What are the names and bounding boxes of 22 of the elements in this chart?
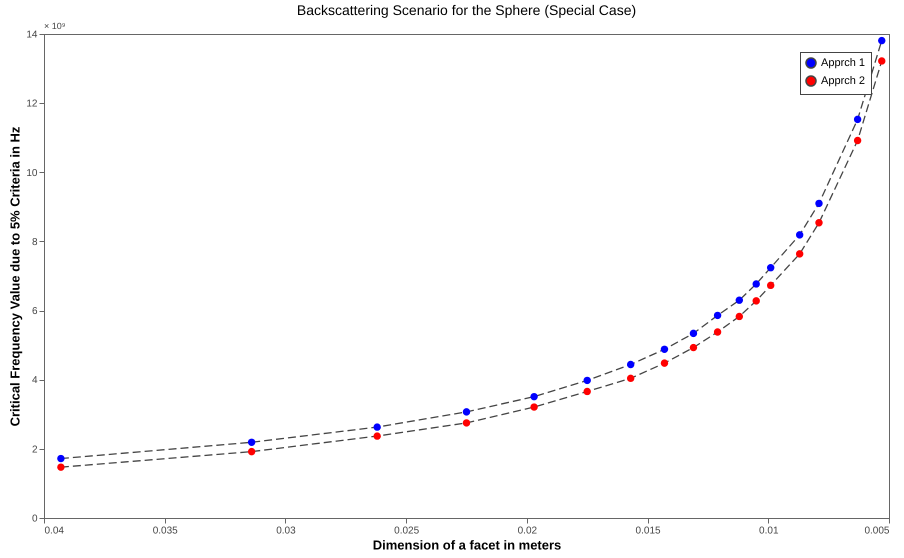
x-tick-label: 0.035 — [152, 526, 178, 536]
y-tick-label: 12 — [26, 98, 38, 110]
text: × 10⁹ — [44, 21, 66, 31]
x-tick-label: 0.025 — [394, 526, 420, 536]
y-tick-label: 10 — [26, 168, 38, 179]
x-tick-label: 0.02 — [518, 526, 538, 536]
x-tick-label: 0.04 — [44, 526, 64, 536]
y-tick-label: 4 — [32, 375, 38, 386]
x-tick-label: 0.01 — [759, 526, 779, 536]
y-axis-title: Critical Frequency Value due to 5% Criteria in Hz — [7, 126, 22, 426]
x-axis-title: Dimension of a facet in meters — [372, 538, 562, 552]
y-tick-label: 8 — [32, 236, 38, 248]
chart-title: Backscattering Scenario for the Sphere (Special Case) — [296, 2, 636, 18]
x-tick-label: 0.015 — [636, 526, 662, 536]
x-tick-label: 0.03 — [276, 526, 296, 536]
legend-label: Apprch 1 — [821, 57, 866, 69]
y-tick-label: 2 — [32, 444, 38, 456]
y-tick-label: 6 — [32, 306, 38, 318]
x-tick-label: 0.005 — [864, 526, 890, 536]
y-tick-label: 0 — [32, 514, 38, 524]
y-tick-label: 14 — [26, 30, 38, 40]
legend-label: Apprch 2 — [821, 75, 866, 87]
